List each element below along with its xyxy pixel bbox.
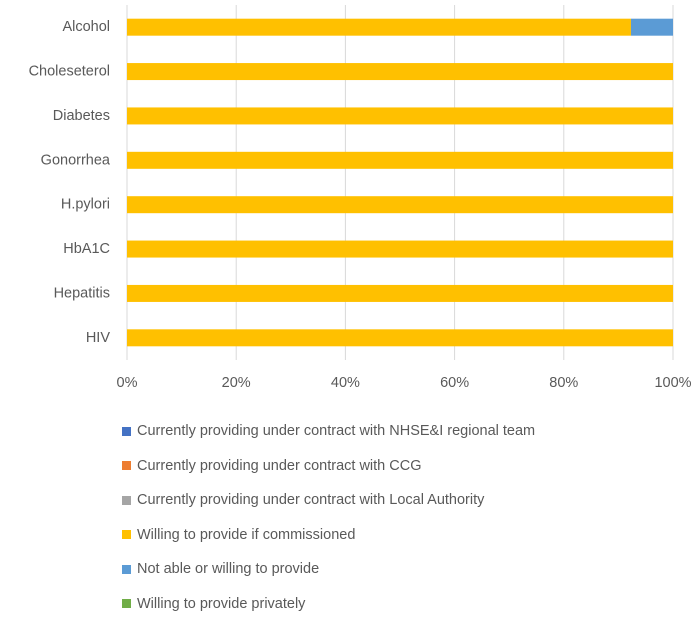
gridlines	[127, 5, 673, 360]
category-label: Gonorrhea	[41, 152, 111, 168]
category-label: Alcohol	[62, 19, 110, 35]
legend-item: Currently providing under contract with …	[122, 483, 535, 518]
category-label: Diabetes	[53, 108, 110, 124]
legend-item: Currently providing under contract with …	[122, 449, 535, 484]
legend-label: Currently providing under contract with …	[137, 492, 484, 508]
legend-label: Currently providing under contract with …	[137, 458, 421, 474]
category-label: H.pylori	[61, 197, 110, 213]
legend-item: Willing to provide if commissioned	[122, 518, 535, 553]
legend-swatch	[122, 599, 131, 608]
bar-segment	[631, 19, 673, 36]
tick-label: 60%	[440, 375, 469, 391]
tick-label: 40%	[331, 375, 360, 391]
legend-label: Not able or willing to provide	[137, 561, 319, 577]
legend-swatch	[122, 530, 131, 539]
category-label: HIV	[86, 330, 111, 346]
legend-item: Willing to provide privately	[122, 587, 535, 621]
chart-legend: Currently providing under contract with …	[122, 414, 535, 621]
legend-swatch	[122, 427, 131, 436]
category-label: Hepatitis	[54, 285, 110, 301]
legend-label: Willing to provide if commissioned	[137, 527, 355, 543]
legend-label: Willing to provide privately	[137, 596, 305, 612]
value-axis-labels: 0% 20% 40% 60% 80% 100%	[117, 375, 692, 391]
bar-segment	[127, 107, 673, 124]
tick-label: 80%	[549, 375, 578, 391]
legend-swatch	[122, 565, 131, 574]
tick-label: 0%	[117, 375, 138, 391]
tick-label: 100%	[654, 375, 691, 391]
legend-swatch	[122, 461, 131, 470]
bar-segment	[127, 329, 673, 346]
bars	[127, 19, 673, 347]
category-label: HbA1C	[63, 241, 110, 257]
bar-segment	[127, 63, 673, 80]
category-axis-labels: Alcohol Choleseterol Diabetes Gonorrhea H.py…	[29, 19, 111, 346]
bar-segment	[127, 241, 673, 258]
legend-item: Not able or willing to provide	[122, 552, 535, 587]
tick-label: 20%	[222, 375, 251, 391]
legend-swatch	[122, 496, 131, 505]
bar-segment	[127, 152, 673, 169]
category-label: Choleseterol	[29, 64, 110, 80]
legend-item: Currently providing under contract with …	[122, 414, 535, 449]
legend-label: Currently providing under contract with …	[137, 423, 535, 439]
bar-segment	[127, 285, 673, 302]
bar-segment	[127, 196, 673, 213]
bar-segment	[127, 19, 631, 36]
stacked-bar-chart: Alcohol Choleseterol Diabetes Gonorrhea H.py…	[0, 0, 695, 400]
